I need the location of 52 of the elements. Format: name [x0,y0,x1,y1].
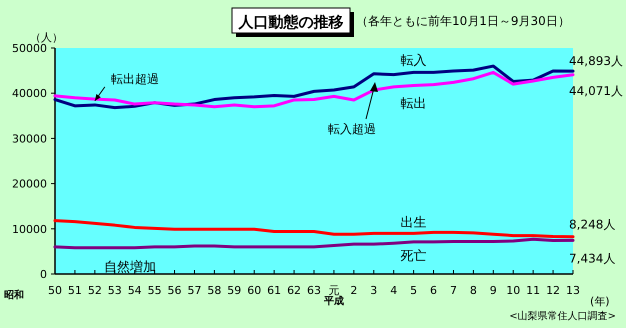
x-tick-label: 11 [526,284,540,297]
x-tick-label: 57 [187,284,202,297]
x-tick-label: 60 [247,284,262,297]
data-label: 8,248人 [569,218,616,232]
data-label: 44,893人 [569,54,623,68]
x-tick-label: 2 [350,284,358,297]
x-tick-label: 5 [410,284,418,297]
title: 人口動態の推移 [232,8,354,37]
y-axis-title: （人） [30,31,63,44]
x-tick-label: 59 [227,284,242,297]
x-tick-label: 6 [430,284,438,297]
x-tick-label: 8 [470,284,477,297]
x-axis-title: (年) [590,295,610,308]
series-label: 出生 [400,215,427,230]
chart-title: 人口動態の推移 [238,13,344,31]
y-tick-label: 20000 [12,178,47,191]
x-tick-label: 13 [566,284,580,297]
x-tick-label: 61 [267,284,282,297]
x-tick-label: 7 [450,284,457,297]
y-tick-label: 50000 [12,42,47,55]
x-tick-label: 53 [108,284,122,297]
text: 昭和 [4,289,24,301]
x-tick-label: 52 [88,284,102,297]
series-label: 転入 [400,53,427,68]
x-tick-label: 55 [148,284,162,297]
x-tick-label: 9 [490,284,497,297]
y-tick-label: 30000 [12,132,47,146]
x-tick-label: 50 [48,284,62,297]
data-label: 44,071人 [569,84,623,98]
x-tick-label: 62 [287,284,302,297]
annotation: 転入超過 [328,122,376,136]
annotation: 自然増加 [104,259,156,275]
series-label: 死亡 [400,248,427,264]
x-tick-label: 56 [168,284,182,297]
x-tick-label: 63 [307,284,321,297]
x-tick-label: 元 [328,284,340,297]
x-tick-label: 4 [390,284,398,297]
y-tick-label: 10000 [12,222,47,236]
y-tick-label: 0 [40,268,47,281]
chart-subtitle: （各年ともに前年10月1日～9月30日） [356,14,570,28]
text: <山梨県常住人口調査> [509,310,616,322]
series-label: 転出 [400,96,427,112]
x-tick-label: 54 [128,284,142,297]
x-tick-label: 3 [370,284,378,297]
y-tick-label: 40000 [12,87,47,100]
x-tick-label: 10 [506,284,520,297]
text: 平成 [322,295,344,307]
x-tick-label: 58 [207,284,222,297]
annotation: 転出超過 [110,72,159,86]
x-tick-label: 12 [546,284,560,297]
data-label: 7,434人 [569,251,616,266]
x-tick-label: 51 [68,284,82,297]
